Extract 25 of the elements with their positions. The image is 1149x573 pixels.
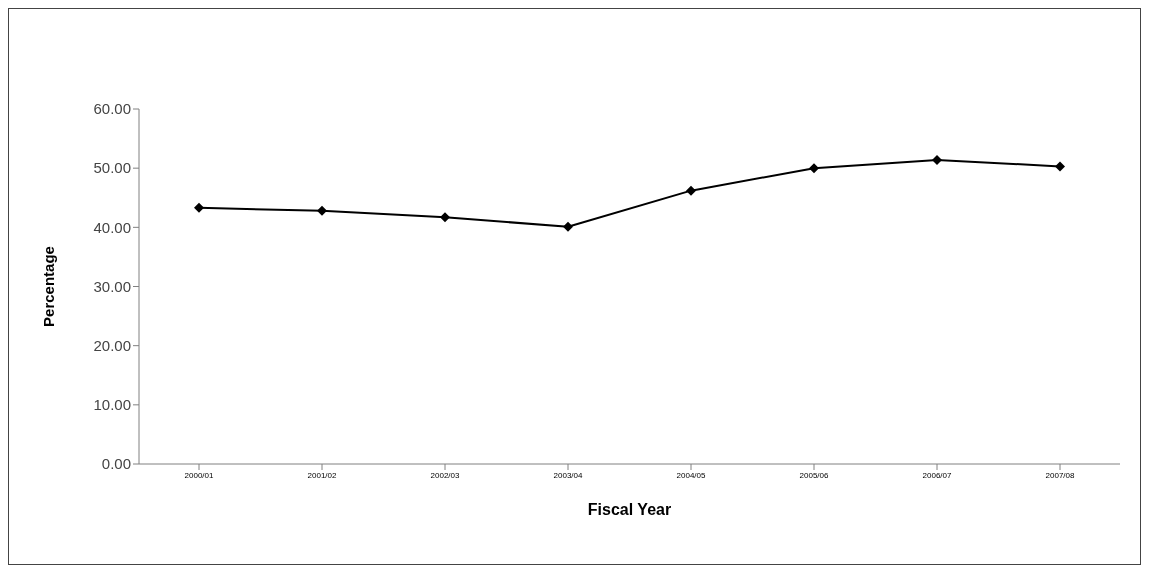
x-tick-label: 2001/02	[307, 470, 338, 480]
point	[809, 163, 819, 174]
x-tick-label: 2004/05	[676, 470, 707, 480]
x-tick-label: 2002/03	[430, 470, 461, 480]
point	[440, 212, 450, 223]
y-tick-label: 50.00	[93, 159, 131, 177]
x-tick-label: 2005/06	[799, 470, 830, 480]
y-tick-label: 60.00	[93, 100, 131, 118]
y-axis-title: Percentage	[40, 246, 58, 327]
y-tick-label: 30.00	[93, 277, 131, 295]
x-tick-label: 2003/04	[553, 470, 584, 480]
point	[563, 221, 573, 232]
point	[686, 185, 696, 196]
y-tick-label: 10.00	[93, 396, 131, 414]
x-tick-label: 2006/07	[922, 470, 953, 480]
point	[194, 202, 204, 213]
x-tick-label: 2000/01	[184, 470, 215, 480]
point	[317, 205, 327, 216]
y-tick-label: 20.00	[93, 336, 131, 354]
y-tick-label: 40.00	[93, 218, 131, 236]
y-tick-label: 0.00	[101, 455, 131, 473]
point	[1055, 161, 1065, 172]
x-axis-title: Fiscal Year	[587, 501, 672, 519]
x-tick-label: 2007/08	[1045, 470, 1076, 480]
point	[932, 154, 942, 165]
